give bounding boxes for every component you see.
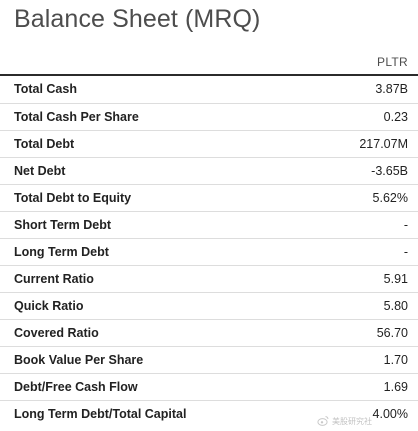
table-row: Current Ratio 5.91: [0, 266, 418, 293]
row-label: Long Term Debt/Total Capital: [14, 407, 187, 421]
row-label: Current Ratio: [14, 272, 94, 286]
row-label: Total Cash: [14, 82, 77, 96]
table-row: Total Cash Per Share 0.23: [0, 104, 418, 131]
table-header: PLTR: [0, 48, 418, 76]
table-row: Debt/Free Cash Flow 1.69: [0, 374, 418, 401]
row-label: Short Term Debt: [14, 218, 111, 232]
row-value: 217.07M: [359, 137, 408, 151]
row-label: Quick Ratio: [14, 299, 84, 313]
row-label: Book Value Per Share: [14, 353, 144, 367]
table-row: Total Debt 217.07M: [0, 131, 418, 158]
row-label: Total Debt to Equity: [14, 191, 132, 205]
row-value: -: [403, 245, 408, 259]
row-value: 1.69: [383, 380, 408, 394]
row-label: Long Term Debt: [14, 245, 109, 259]
row-value: -: [403, 218, 408, 232]
row-value: 56.70: [376, 326, 408, 340]
ticker-column-header: PLTR: [377, 55, 408, 69]
row-value: 5.91: [383, 272, 408, 286]
table-row: Long Term Debt/Total Capital 4.00%: [0, 401, 418, 428]
table-row: Net Debt -3.65B: [0, 158, 418, 185]
table-row: Total Debt to Equity 5.62%: [0, 185, 418, 212]
balance-sheet-table: PLTR Total Cash 3.87B Total Cash Per Sha…: [0, 48, 418, 428]
row-label: Total Cash Per Share: [14, 110, 139, 124]
row-label: Net Debt: [14, 164, 66, 178]
watermark: 美股研究社: [317, 415, 372, 427]
table-row: Long Term Debt -: [0, 239, 418, 266]
row-value: 0.23: [383, 110, 408, 124]
table-row: Covered Ratio 56.70: [0, 320, 418, 347]
table-row: Book Value Per Share 1.70: [0, 347, 418, 374]
row-label: Total Debt: [14, 137, 75, 151]
page-title: Balance Sheet (MRQ): [14, 5, 261, 33]
table-row: Total Cash 3.87B: [0, 76, 418, 104]
watermark-text: 美股研究社: [332, 416, 372, 426]
table-body: Total Cash 3.87B Total Cash Per Share 0.…: [0, 76, 418, 428]
table-row: Quick Ratio 5.80: [0, 293, 418, 320]
row-value: 5.62%: [372, 191, 408, 205]
weibo-logo-icon: [317, 416, 329, 426]
row-value: 1.70: [383, 353, 408, 367]
row-value: 5.80: [383, 299, 408, 313]
row-value: 4.00%: [372, 407, 408, 421]
table-row: Short Term Debt -: [0, 212, 418, 239]
row-value: 3.87B: [375, 82, 408, 96]
row-value: -3.65B: [371, 164, 408, 178]
row-label: Debt/Free Cash Flow: [14, 380, 138, 394]
row-label: Covered Ratio: [14, 326, 99, 340]
